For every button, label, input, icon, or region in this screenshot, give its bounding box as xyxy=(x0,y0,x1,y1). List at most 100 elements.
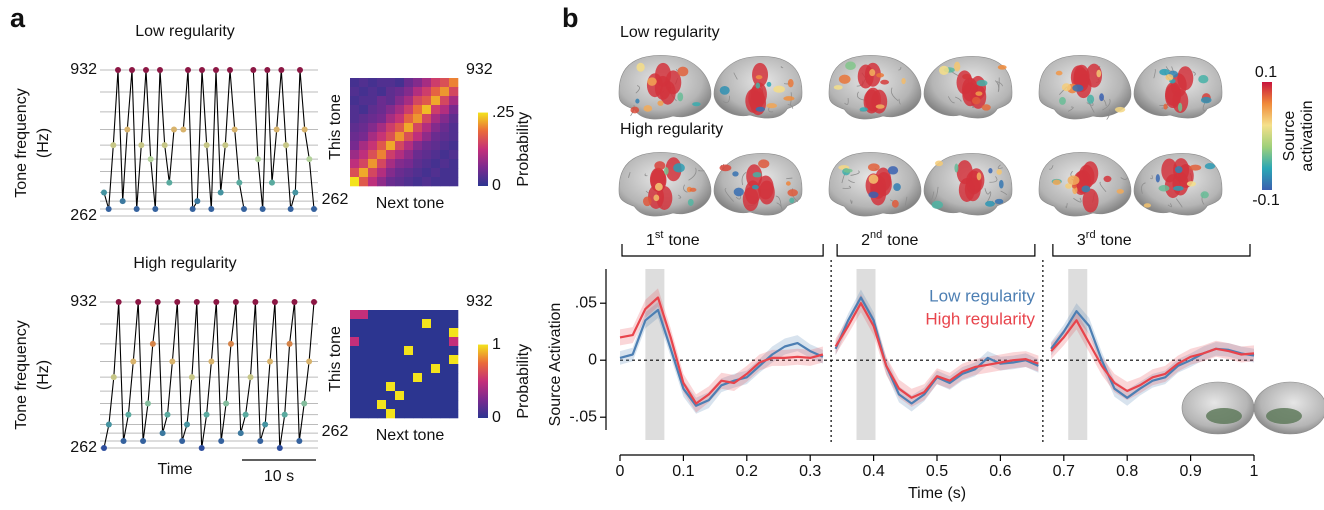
tone-point xyxy=(166,180,172,186)
heatmap-cell xyxy=(368,132,377,141)
heatmap-cell xyxy=(449,132,458,141)
tone-point xyxy=(194,299,200,305)
activation-blob xyxy=(1201,191,1209,198)
activation-blob xyxy=(655,76,671,100)
y-tick-label: 932 xyxy=(70,293,97,310)
tone-point xyxy=(101,189,107,195)
activation-blob xyxy=(720,164,732,171)
heatmap-cell xyxy=(359,105,368,114)
activation-blob xyxy=(977,80,988,86)
heatmap-cell xyxy=(350,364,359,373)
heatmap-cell xyxy=(440,123,449,132)
heatmap-cell xyxy=(386,132,395,141)
heatmap-cell xyxy=(431,346,440,355)
activation-blob xyxy=(1187,181,1196,186)
heatmap-cell xyxy=(395,319,404,328)
tone-point xyxy=(301,401,307,407)
colorbar-label: activatioin xyxy=(1299,100,1316,171)
heatmap-cell xyxy=(431,123,440,132)
tone-point xyxy=(171,126,177,132)
scale-bar-label: 10 s xyxy=(264,468,294,485)
heatmap-cell xyxy=(377,78,386,87)
heatmap-cell xyxy=(377,96,386,105)
activation-blob xyxy=(1165,82,1181,106)
heatmap-cell xyxy=(449,382,458,391)
activation-blob xyxy=(869,174,879,184)
x-tick-label: 1 xyxy=(1250,463,1259,480)
tone-point xyxy=(157,67,163,73)
heatmap-cell xyxy=(413,168,422,177)
heatmap-cell xyxy=(431,150,440,159)
heatmap-cell xyxy=(377,132,386,141)
heatmap-cell xyxy=(422,409,431,418)
heatmap-cell xyxy=(413,391,422,400)
heatmap-cell xyxy=(359,96,368,105)
activation-blob xyxy=(753,172,762,177)
tone-point xyxy=(194,198,200,204)
tone-point xyxy=(180,126,186,132)
tone-point xyxy=(152,206,158,212)
brain xyxy=(924,56,1012,118)
heatmap-cell xyxy=(413,159,422,168)
heatmap-cell xyxy=(422,114,431,123)
tone-point xyxy=(272,299,278,305)
activation-blob xyxy=(752,185,759,190)
activation-blob xyxy=(876,73,884,78)
tone-point xyxy=(248,374,254,380)
activation-blob xyxy=(756,107,765,112)
activation-blob xyxy=(655,183,663,191)
tone-point xyxy=(101,445,107,451)
tone-point xyxy=(218,189,224,195)
heatmap-cell xyxy=(449,78,458,87)
tone-point xyxy=(291,299,297,305)
heatmap-cell xyxy=(395,159,404,168)
heatmap-cell xyxy=(386,328,395,337)
chart-title: High regularity xyxy=(133,255,236,272)
activation-blob xyxy=(677,67,688,77)
heatmap-cell xyxy=(422,105,431,114)
heatmap-cell xyxy=(413,382,422,391)
heatmap-cell xyxy=(386,355,395,364)
heatmap-cell xyxy=(422,328,431,337)
heatmap-cell xyxy=(422,132,431,141)
heatmap-cell xyxy=(413,132,422,141)
activation-blob xyxy=(957,160,973,184)
inset-brain xyxy=(1182,382,1254,434)
tone-point xyxy=(208,358,214,364)
heatmap-cell xyxy=(440,409,449,418)
tone-point xyxy=(213,67,219,73)
heatmap-cell xyxy=(404,168,413,177)
heatmap-cell xyxy=(422,141,431,150)
tone-point xyxy=(199,445,205,451)
heatmap-cell xyxy=(386,159,395,168)
tone-point xyxy=(269,180,275,186)
activation-blob xyxy=(932,201,943,209)
heatmap-cell xyxy=(422,78,431,87)
heatmap-cell xyxy=(413,319,422,328)
figure: a b Low regularityTone frequency(Hz)2629… xyxy=(0,0,1324,505)
tone-point xyxy=(134,206,140,212)
activation-blob xyxy=(788,79,794,87)
activation-blob xyxy=(690,188,697,192)
activation-blob xyxy=(643,197,652,207)
heatmap-cell xyxy=(413,328,422,337)
activation-blob xyxy=(935,161,943,167)
activation-blob xyxy=(1053,180,1061,186)
activation-blob xyxy=(1201,97,1212,104)
heatmap-cell xyxy=(386,141,395,150)
tone-point xyxy=(111,374,117,380)
activation-blob xyxy=(868,163,880,171)
heatmap-cell xyxy=(422,382,431,391)
tone-point xyxy=(145,401,151,407)
y-axis-label: This tone xyxy=(327,326,344,392)
activation-blob xyxy=(1198,75,1208,83)
tone-point xyxy=(150,341,156,347)
activation-blob xyxy=(876,104,885,108)
brain xyxy=(1134,153,1222,215)
heatmap-cell xyxy=(386,346,395,355)
heatmap-cell xyxy=(377,364,386,373)
panel-letter: a xyxy=(10,3,26,33)
heatmap-cell xyxy=(395,337,404,346)
